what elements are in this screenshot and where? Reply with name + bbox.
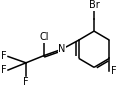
Text: Cl: Cl <box>40 32 49 42</box>
Text: F: F <box>1 51 7 61</box>
Text: N: N <box>58 44 66 54</box>
Text: Br: Br <box>89 0 99 10</box>
Text: F: F <box>23 77 29 87</box>
Text: F: F <box>111 66 116 76</box>
Text: F: F <box>1 65 7 75</box>
